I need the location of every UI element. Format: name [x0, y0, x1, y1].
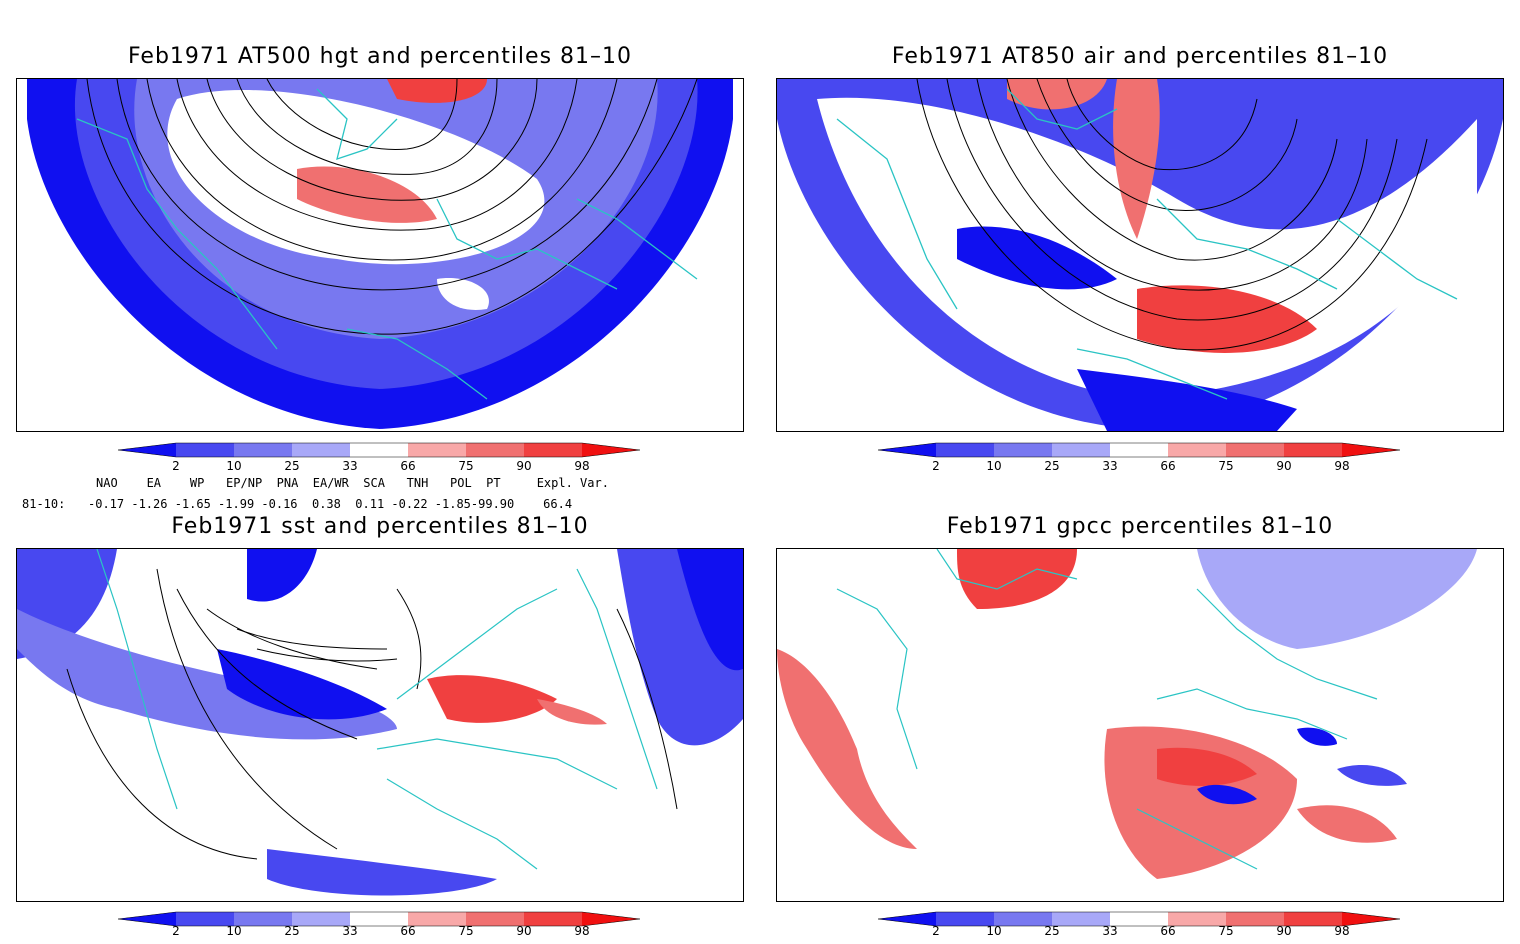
colorbar-hgt500: 2 10 25 33 66 75 90 98 — [118, 441, 658, 475]
colorbar-gpcc: 2 10 25 33 66 75 90 98 — [878, 910, 1418, 944]
colorbar-label: 66 — [1160, 924, 1176, 938]
colorbar-label: 75 — [1218, 924, 1234, 938]
colorbar-label: 33 — [342, 459, 358, 473]
colorbar-label: 10 — [986, 459, 1002, 473]
colorbar-label: 90 — [1276, 459, 1292, 473]
colorbar-label: 90 — [516, 459, 532, 473]
panel-title-hgt500: Feb1971 AT500 hgt and percentiles 81–10 — [127, 44, 633, 69]
colorbar-sst: 2 10 25 33 66 75 90 98 — [118, 910, 658, 944]
colorbar-label: 98 — [574, 924, 590, 938]
colorbar-label: 66 — [1160, 459, 1176, 473]
colorbar-label: 25 — [1044, 924, 1060, 938]
colorbar-label: 10 — [226, 459, 242, 473]
colorbar-label: 10 — [226, 924, 242, 938]
map-panel-gpcc — [776, 548, 1504, 902]
colorbar-label: 2 — [932, 459, 940, 473]
indices-row-label: 81-10: — [22, 497, 66, 511]
colorbar-label: 2 — [172, 924, 180, 938]
map-hgt500 — [27, 79, 733, 429]
colorbar-label: 10 — [986, 924, 1002, 938]
colorbar-label: 98 — [1334, 924, 1350, 938]
colorbar-label: 2 — [172, 459, 180, 473]
map-air850 — [777, 79, 1503, 431]
map-sst — [17, 549, 743, 896]
panel-title-sst: Feb1971 sst and percentiles 81–10 — [171, 514, 589, 539]
colorbar-label: 33 — [1102, 924, 1118, 938]
colorbar-label: 90 — [516, 924, 532, 938]
indices-values: -0.17 -1.26 -1.65 -1.99 -0.16 0.38 0.11 … — [88, 497, 573, 511]
colorbar-label: 33 — [1102, 459, 1118, 473]
colorbar-label: 66 — [400, 924, 416, 938]
colorbar-label: 98 — [574, 459, 590, 473]
colorbar-label: 75 — [458, 924, 474, 938]
map-gpcc — [777, 549, 1477, 879]
panel-title-air850: Feb1971 AT850 air and percentiles 81–10 — [891, 44, 1389, 69]
panel-title-gpcc: Feb1971 gpcc percentiles 81–10 — [946, 514, 1334, 539]
colorbar-air850: 2 10 25 33 66 75 90 98 — [878, 441, 1418, 475]
map-panel-air850 — [776, 78, 1504, 432]
map-panel-hgt500 — [16, 78, 744, 432]
map-panel-sst — [16, 548, 744, 902]
colorbar-label: 98 — [1334, 459, 1350, 473]
colorbar-label: 2 — [932, 924, 940, 938]
colorbar-label: 75 — [458, 459, 474, 473]
colorbar-label: 25 — [1044, 459, 1060, 473]
colorbar-label: 90 — [1276, 924, 1292, 938]
colorbar-label: 33 — [342, 924, 358, 938]
colorbar-label: 66 — [400, 459, 416, 473]
indices-header: NAO EA WP EP/NP PNA EA/WR SCA TNH POL PT… — [96, 476, 609, 490]
colorbar-label: 75 — [1218, 459, 1234, 473]
colorbar-label: 25 — [284, 459, 300, 473]
colorbar-label: 25 — [284, 924, 300, 938]
